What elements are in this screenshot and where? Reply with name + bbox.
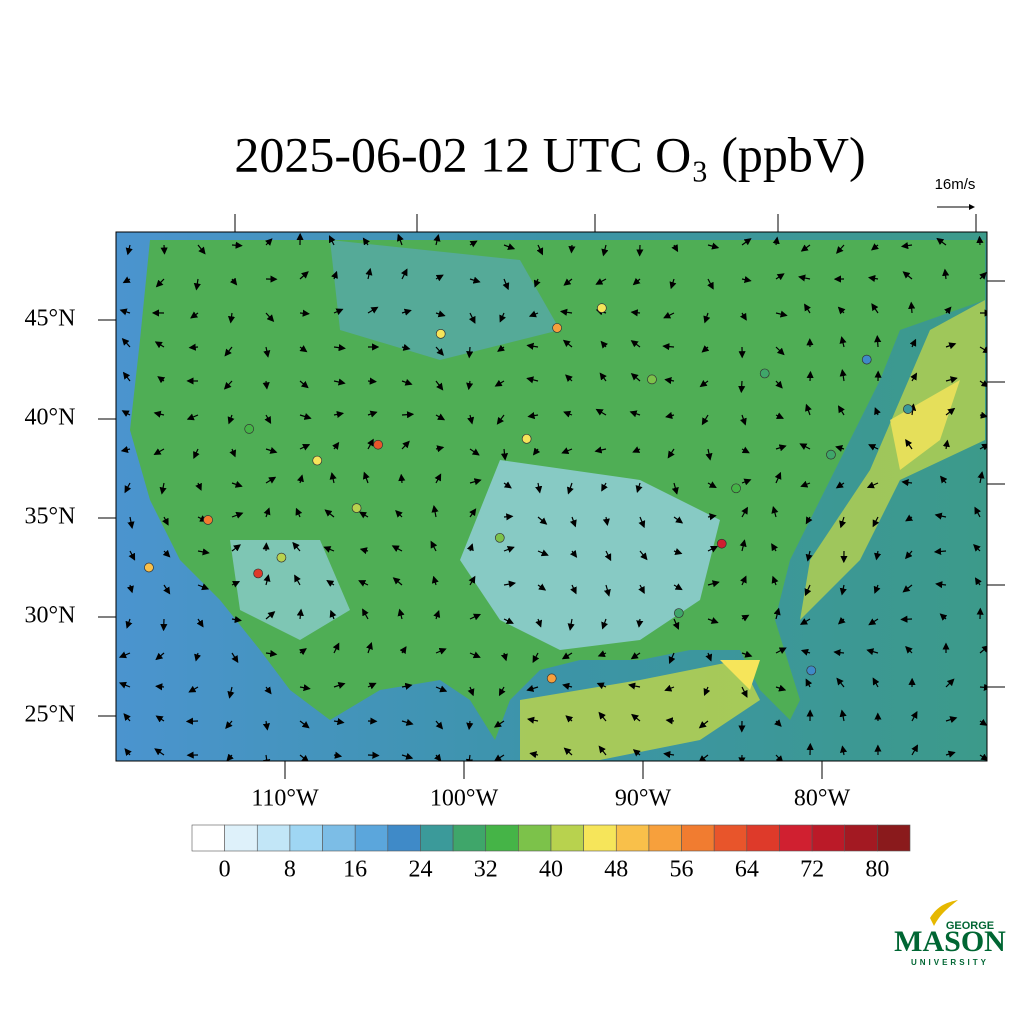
- wind-vector: [663, 346, 674, 347]
- wind-vector: [232, 245, 242, 246]
- wind-vector: [402, 414, 413, 415]
- station: [374, 440, 383, 449]
- colorbar-box: [486, 825, 519, 851]
- colorbar-box: [584, 825, 617, 851]
- colorbar-box: [649, 825, 682, 851]
- colorbar-tick-label: 32: [474, 857, 498, 883]
- lat-tick-label: 35°N: [25, 504, 76, 530]
- colorbar-box: [747, 825, 780, 851]
- colorbar: 0 8 16 24 32 40 48 56 64 72 80: [192, 825, 910, 883]
- colorbar-box: [290, 825, 323, 851]
- lat-tick-label: 30°N: [25, 603, 76, 629]
- colorbar-box: [682, 825, 715, 851]
- colorbar-box: [225, 825, 258, 851]
- colorbar-box: [845, 825, 878, 851]
- colorbar-box: [518, 825, 551, 851]
- colorbar-tick-label: 16: [343, 857, 367, 883]
- station: [647, 375, 656, 384]
- wind-vector: [979, 237, 980, 245]
- station: [245, 424, 254, 433]
- wind-vector: [401, 475, 402, 483]
- lon-tick-label: 100°W: [430, 786, 499, 812]
- station: [553, 323, 562, 332]
- station: [436, 329, 445, 338]
- colorbar-tick-label: 8: [284, 857, 296, 883]
- logo: GEORGE MASON UNIVERSITY: [894, 900, 1006, 967]
- station: [204, 515, 213, 524]
- station: [732, 484, 741, 493]
- colorbar-tick-label: 0: [219, 857, 231, 883]
- wind-vector: [667, 720, 674, 721]
- colorbar-box: [257, 825, 290, 851]
- station: [807, 666, 816, 675]
- colorbar-tick-label: 80: [865, 857, 889, 883]
- colorbar-tick-label: 64: [735, 857, 759, 883]
- wind-vector: [504, 516, 512, 517]
- station: [254, 569, 263, 578]
- lat-tick-label: 25°N: [25, 702, 76, 728]
- colorbar-tick-label: 56: [670, 857, 694, 883]
- wind-vector: [300, 313, 309, 314]
- station: [313, 456, 322, 465]
- colorbar-box: [877, 825, 910, 851]
- station: [826, 450, 835, 459]
- wind-vector: [368, 755, 378, 756]
- lat-tick-label: 45°N: [25, 306, 76, 332]
- wind-vector: [156, 686, 164, 687]
- logo-bottom: UNIVERSITY: [911, 958, 989, 967]
- lon-tick-label: 110°W: [251, 786, 319, 812]
- station: [903, 405, 912, 414]
- lat-tick-label: 40°N: [25, 405, 76, 431]
- colorbar-tick-label: 40: [539, 857, 563, 883]
- logo-main: MASON: [894, 925, 1006, 958]
- station: [597, 304, 606, 313]
- colorbar-box: [388, 825, 421, 851]
- station: [760, 369, 769, 378]
- colorbar-box: [616, 825, 649, 851]
- colorbar-box: [192, 825, 225, 851]
- station: [144, 563, 153, 572]
- colorbar-box: [453, 825, 486, 851]
- wind-vector: [741, 381, 742, 392]
- colorbar-tick-label: 72: [800, 857, 824, 883]
- colorbar-box: [812, 825, 845, 851]
- lon-tick-label: 90°W: [615, 786, 672, 812]
- colorbar-tick-label: 24: [408, 857, 432, 883]
- station: [522, 434, 531, 443]
- colorbar-box: [779, 825, 812, 851]
- wind-vector: [469, 347, 470, 357]
- colorbar-box: [714, 825, 747, 851]
- wind-vector: [877, 336, 878, 347]
- station: [674, 609, 683, 618]
- wind-reference-label: 16m/s: [935, 176, 976, 193]
- station: [495, 533, 504, 542]
- colorbar-tick-label: 48: [604, 857, 628, 883]
- colorbar-box: [551, 825, 584, 851]
- station: [717, 539, 726, 548]
- station: [862, 355, 871, 364]
- title: 2025-06-02 12 UTC O₃ (ppbV): [234, 126, 865, 182]
- lon-tick-label: 80°W: [794, 786, 851, 812]
- station: [93, 478, 102, 487]
- wind-vector: [190, 347, 198, 348]
- station: [352, 504, 361, 513]
- wind-vector: [368, 381, 376, 382]
- map-area: [62, 232, 990, 765]
- wind-vector: [911, 303, 912, 313]
- wind-vector: [571, 245, 572, 252]
- wind-vector: [632, 312, 640, 313]
- station: [277, 553, 286, 562]
- colorbar-box: [323, 825, 356, 851]
- station: [547, 674, 556, 683]
- colorbar-box: [420, 825, 453, 851]
- colorbar-box: [355, 825, 388, 851]
